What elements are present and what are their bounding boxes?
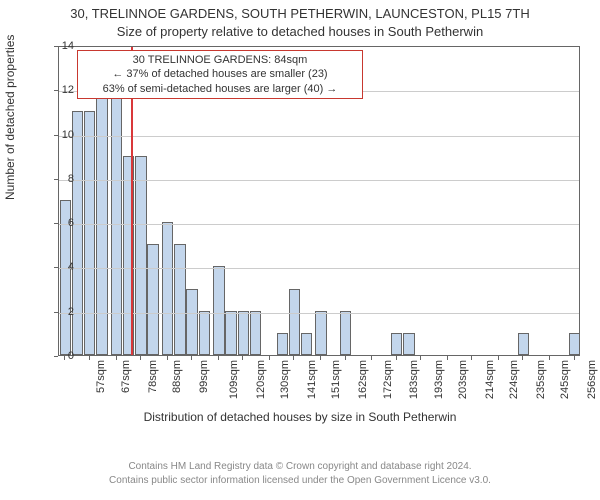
bar: [289, 289, 300, 355]
xtick-label: 151sqm: [331, 360, 343, 399]
x-axis-label: Distribution of detached houses by size …: [0, 410, 600, 424]
bar: [147, 244, 158, 355]
ytick-label: 10: [46, 129, 74, 141]
xtick-label: 88sqm: [171, 360, 183, 393]
bar: [84, 111, 95, 355]
xtick-label: 130sqm: [279, 360, 291, 399]
bar: [391, 333, 402, 355]
annotation-box: 30 TRELINNOE GARDENS: 84sqm ← 37% of det…: [77, 50, 363, 99]
bar: [315, 311, 326, 355]
xtick-label: 67sqm: [120, 360, 132, 393]
bar: [238, 311, 249, 355]
bar: [225, 311, 236, 355]
bar: [569, 333, 580, 355]
bar: [340, 311, 351, 355]
xtick-label: 245sqm: [560, 360, 572, 399]
ytick-label: 14: [46, 40, 74, 52]
chart-title-main: 30, TRELINNOE GARDENS, SOUTH PETHERWIN, …: [0, 6, 600, 21]
bar: [518, 333, 529, 355]
xtick-label: 224sqm: [508, 360, 520, 399]
xtick-label: 172sqm: [382, 360, 394, 399]
xtick-label: 183sqm: [409, 360, 421, 399]
xtick-label: 214sqm: [484, 360, 496, 399]
xtick-label: 162sqm: [357, 360, 369, 399]
ytick-label: 4: [46, 261, 74, 273]
footer-line1: Contains HM Land Registry data © Crown c…: [0, 460, 600, 473]
bar: [213, 266, 224, 355]
bar: [72, 111, 83, 355]
ytick-label: 2: [46, 306, 74, 318]
bar: [301, 333, 312, 355]
bar: [199, 311, 210, 355]
property-size-chart: 30, TRELINNOE GARDENS, SOUTH PETHERWIN, …: [0, 0, 600, 500]
xtick-label: 235sqm: [535, 360, 547, 399]
annotation-line3: 63% of semi-detached houses are larger (…: [86, 82, 354, 96]
xtick-label: 203sqm: [457, 360, 469, 399]
bar: [277, 333, 288, 355]
bar: [174, 244, 185, 355]
xtick-label: 78sqm: [147, 360, 159, 393]
ytick-label: 6: [46, 217, 74, 229]
y-axis-label: Number of detached properties: [3, 35, 17, 200]
xtick-label: 109sqm: [228, 360, 240, 399]
footer-line2: Contains public sector information licen…: [0, 474, 600, 487]
bar: [250, 311, 261, 355]
ytick-label: 12: [46, 84, 74, 96]
chart-title-sub: Size of property relative to detached ho…: [0, 24, 600, 39]
ytick-label: 0: [46, 350, 74, 362]
plot-area: 30 TRELINNOE GARDENS: 84sqm ← 37% of det…: [58, 46, 580, 356]
xtick-label: 99sqm: [198, 360, 210, 393]
bar: [403, 333, 414, 355]
xtick-label: 57sqm: [95, 360, 107, 393]
xtick-label: 256sqm: [586, 360, 598, 399]
annotation-line2: ← 37% of detached houses are smaller (23…: [86, 67, 354, 81]
annotation-line1: 30 TRELINNOE GARDENS: 84sqm: [86, 53, 354, 67]
bar: [186, 289, 197, 355]
xtick-label: 141sqm: [306, 360, 318, 399]
bar: [135, 156, 146, 355]
bar: [162, 222, 173, 355]
ytick-label: 8: [46, 173, 74, 185]
xtick-label: 120sqm: [255, 360, 267, 399]
xtick-label: 193sqm: [433, 360, 445, 399]
